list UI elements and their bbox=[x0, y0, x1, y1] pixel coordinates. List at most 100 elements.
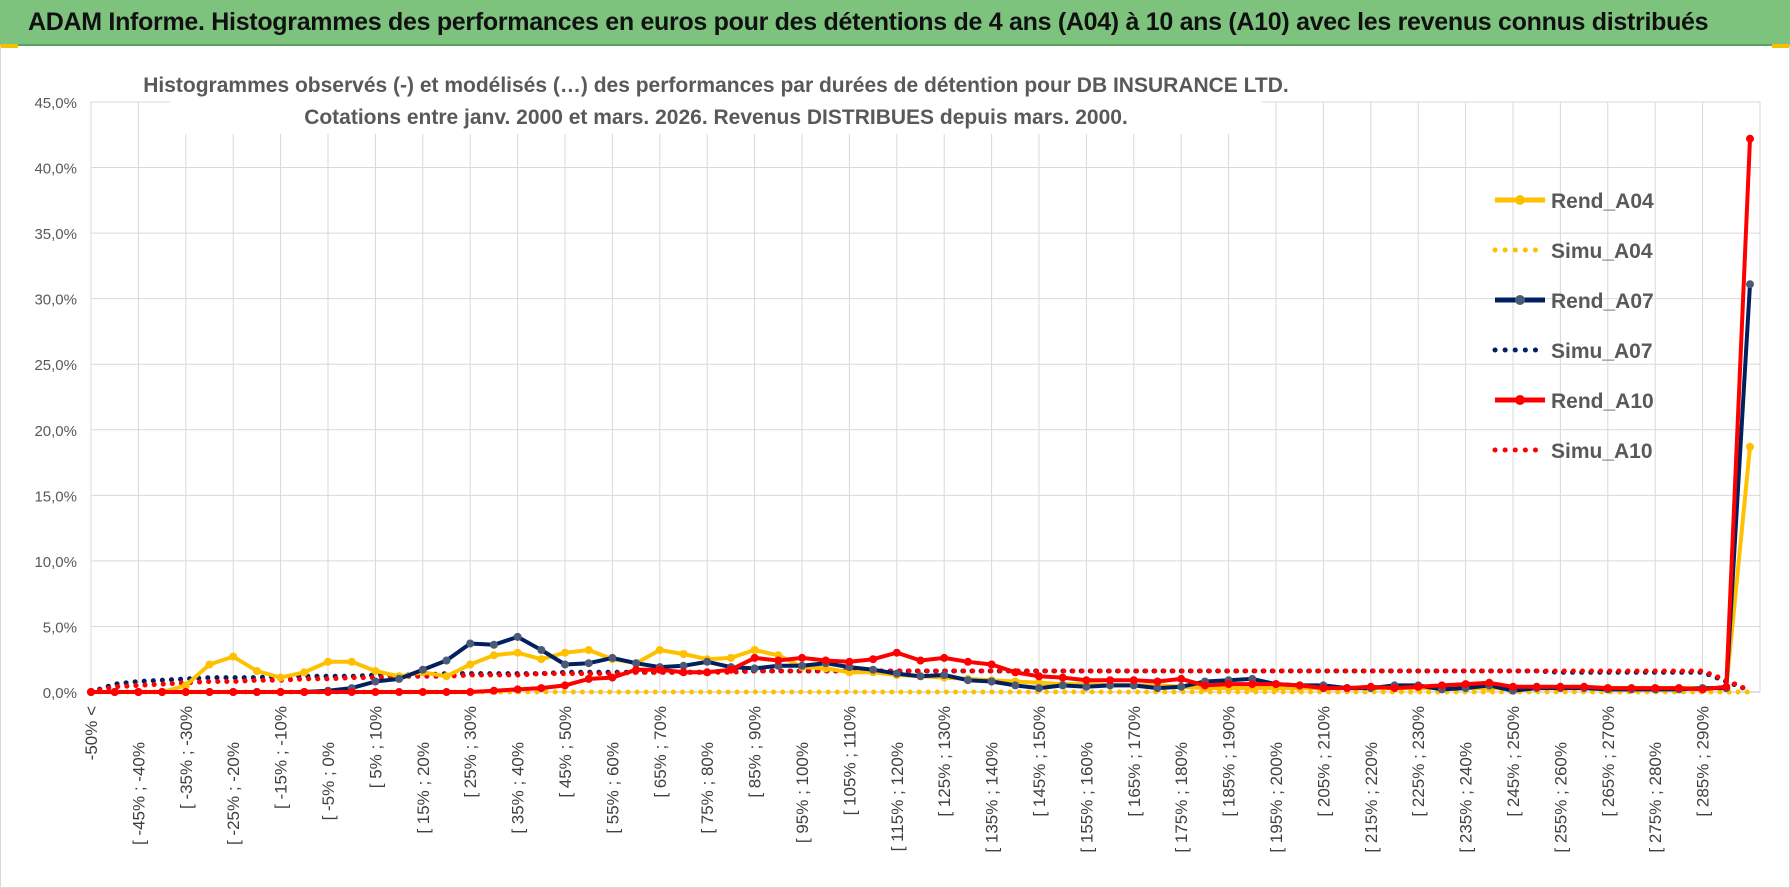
data-point bbox=[371, 688, 380, 696]
data-point bbox=[655, 646, 664, 654]
data-point bbox=[1580, 682, 1589, 691]
data-point bbox=[940, 653, 949, 662]
title-line-2: Cotations entre janv. 2000 et mars. 2026… bbox=[304, 106, 1128, 129]
x-tick-label: [ 235% ; 240% bbox=[1457, 742, 1476, 853]
data-point bbox=[726, 665, 735, 674]
data-point bbox=[1343, 684, 1352, 693]
legend-label: Rend_A07 bbox=[1551, 290, 1654, 313]
data-point bbox=[1366, 682, 1375, 691]
data-point bbox=[608, 653, 617, 662]
legend-marker bbox=[1515, 195, 1525, 205]
legend: Rend_A04 Simu_A04 Rend_A07 Simu_A07 Rend_A10… bbox=[1492, 190, 1654, 463]
data-point bbox=[1437, 681, 1446, 690]
data-point bbox=[774, 656, 783, 665]
data-point bbox=[87, 688, 95, 696]
data-point bbox=[1746, 442, 1754, 451]
x-tick-label: [ -15% ; -10% bbox=[272, 706, 291, 809]
data-point bbox=[1153, 684, 1162, 693]
data-point bbox=[252, 688, 261, 696]
data-point bbox=[703, 668, 712, 677]
y-tick-label: 40,0% bbox=[34, 161, 77, 178]
data-point bbox=[608, 673, 617, 682]
data-point bbox=[229, 652, 238, 661]
data-point bbox=[632, 665, 641, 674]
x-tick-label: [ 55% ; 60% bbox=[603, 742, 622, 834]
data-point bbox=[1746, 134, 1754, 143]
data-point bbox=[1746, 280, 1754, 289]
legend-entry: Rend_A10 bbox=[1495, 390, 1654, 413]
data-point bbox=[442, 688, 451, 696]
x-tick-label: [ 75% ; 80% bbox=[698, 742, 717, 834]
data-point bbox=[798, 653, 806, 662]
series-line bbox=[91, 138, 1752, 694]
data-point bbox=[750, 664, 759, 673]
data-point bbox=[916, 656, 925, 665]
data-point bbox=[205, 688, 214, 696]
data-point bbox=[300, 688, 309, 696]
corner-accent-right bbox=[1772, 44, 1790, 48]
x-tick-label: [ 115% ; 120% bbox=[888, 742, 907, 851]
data-point bbox=[347, 657, 356, 666]
data-point bbox=[489, 640, 498, 649]
data-point bbox=[845, 657, 854, 666]
data-point bbox=[229, 688, 238, 696]
data-point bbox=[1177, 682, 1186, 691]
data-point bbox=[655, 665, 664, 674]
y-tick-label: 5,0% bbox=[43, 619, 77, 636]
data-point bbox=[252, 667, 261, 675]
data-point bbox=[1106, 676, 1115, 685]
data-point bbox=[371, 677, 380, 686]
data-point bbox=[726, 653, 735, 662]
data-point bbox=[561, 681, 569, 690]
data-point bbox=[466, 660, 475, 669]
x-tick-label: [ -25% ; -20% bbox=[224, 742, 243, 845]
histogram-chart: 0,0% 5,0% 10,0% 15,0% 20,0% 25,0% 30,0% 35,0% 40… bbox=[34, 68, 1761, 853]
legend-label: Simu_A04 bbox=[1551, 240, 1653, 263]
data-point bbox=[324, 657, 332, 666]
data-point bbox=[1295, 681, 1304, 690]
data-point bbox=[892, 669, 901, 678]
data-point bbox=[703, 657, 712, 666]
x-tick-label: -50% < bbox=[82, 706, 101, 760]
data-point bbox=[1651, 684, 1660, 693]
data-point bbox=[632, 659, 641, 668]
data-point bbox=[963, 676, 972, 685]
data-point bbox=[1082, 682, 1091, 691]
series-line bbox=[91, 284, 1752, 694]
data-point bbox=[1627, 684, 1636, 693]
data-point bbox=[181, 688, 190, 696]
x-tick-label: [ 45% ; 50% bbox=[556, 706, 575, 798]
data-point bbox=[418, 665, 427, 674]
y-tick-label: 15,0% bbox=[34, 488, 77, 505]
data-point bbox=[1058, 673, 1067, 682]
corner-accent-left bbox=[0, 44, 18, 48]
data-point bbox=[1509, 682, 1517, 691]
series-line-dotted bbox=[88, 668, 1753, 695]
x-tick-label: [ 215% ; 220% bbox=[1362, 742, 1381, 853]
data-point bbox=[1153, 677, 1162, 686]
data-point bbox=[561, 648, 569, 657]
series-simu-a10 bbox=[88, 668, 1753, 695]
data-point bbox=[561, 660, 569, 669]
x-tick-label: [ 285% ; 290% bbox=[1694, 706, 1713, 817]
data-point bbox=[1532, 682, 1541, 691]
data-point bbox=[1011, 681, 1020, 690]
data-point bbox=[1248, 680, 1257, 689]
chart-area: 0,0% 5,0% 10,0% 15,0% 20,0% 25,0% 30,0% 35,0% 40… bbox=[0, 48, 1790, 888]
data-point bbox=[395, 674, 404, 683]
title-line-1: Histogrammes observés (-) et modélisés (… bbox=[143, 74, 1289, 97]
x-tick-label: [ 135% ; 140% bbox=[983, 742, 1002, 853]
legend-entry: Simu_A07 bbox=[1492, 340, 1653, 363]
legend-label: Rend_A04 bbox=[1551, 190, 1654, 213]
data-point bbox=[679, 661, 688, 670]
x-tick-label: [ 165% ; 170% bbox=[1125, 706, 1144, 817]
y-tick-label: 30,0% bbox=[34, 292, 77, 309]
banner-title: ADAM Informe. Histogrammes des performan… bbox=[28, 8, 1709, 36]
data-point bbox=[1674, 684, 1683, 693]
data-point bbox=[537, 646, 546, 654]
x-tick-label: [ 105% ; 110% bbox=[840, 706, 859, 815]
x-tick-label: [ -5% ; 0% bbox=[319, 742, 338, 820]
data-point bbox=[276, 673, 285, 682]
x-tick-label: [ 95% ; 100% bbox=[793, 742, 812, 843]
data-point bbox=[513, 632, 522, 641]
